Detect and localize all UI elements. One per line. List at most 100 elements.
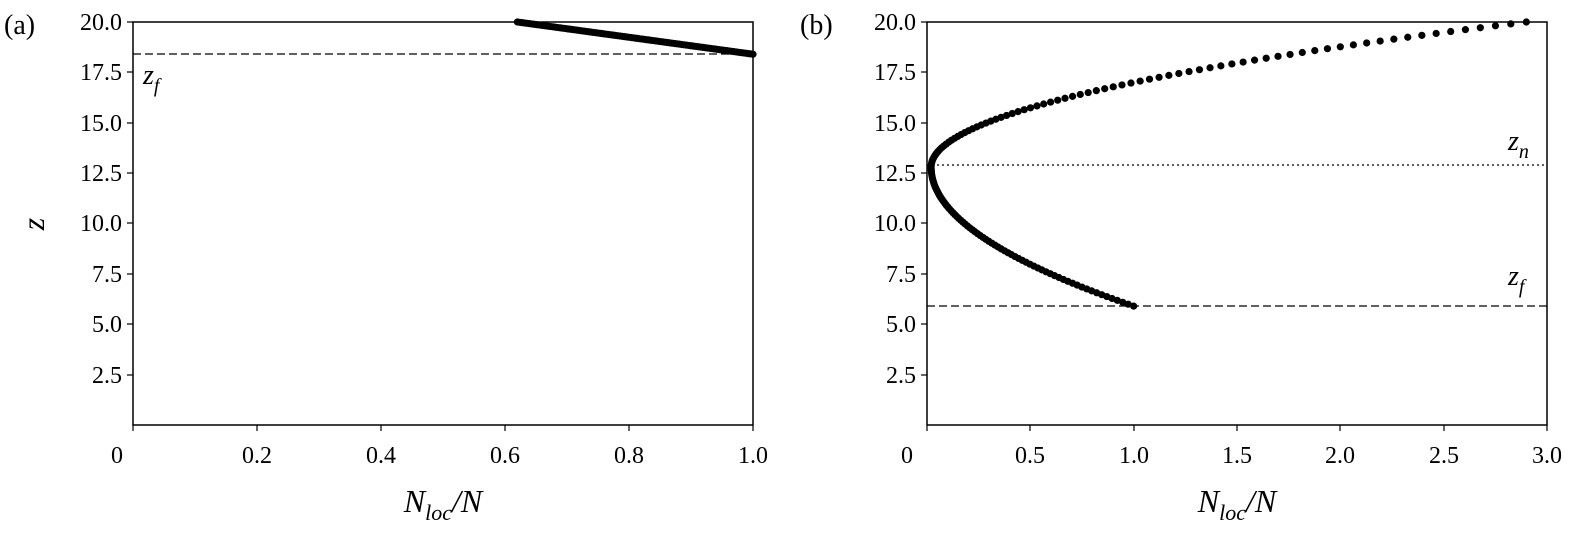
data-point — [1461, 26, 1469, 34]
data-point — [1020, 106, 1028, 114]
panel-a-plot-frame — [132, 21, 754, 426]
panel-b-zf-label: zf — [1507, 261, 1527, 298]
data-point — [1046, 98, 1055, 106]
data-point — [749, 50, 757, 58]
y-tick-label: 20.0 — [80, 10, 122, 36]
data-point — [1206, 64, 1214, 72]
data-point — [1250, 56, 1259, 64]
panel-b-plot-frame — [926, 21, 1548, 426]
panel-a-series — [513, 18, 757, 58]
y-tick-label: 7.5 — [886, 262, 916, 288]
data-point — [1185, 67, 1193, 76]
panel-a: (a) 0 0.2 0.4 0.6 0.8 1.0 2.5 5. — [4, 10, 768, 525]
data-point — [1363, 39, 1371, 47]
data-point — [1068, 92, 1077, 100]
panel-b-x-ticks: 0 0.5 1.0 1.5 2.0 2.5 3.0 — [901, 425, 1562, 469]
y-tick-label: 12.5 — [874, 161, 916, 187]
data-point — [1404, 33, 1412, 41]
panel-b-label: (b) — [800, 10, 833, 41]
data-point — [1002, 111, 1011, 120]
panel-b-x-axis-label: Nloc/N — [1197, 483, 1278, 525]
data-point — [1323, 45, 1332, 53]
panel-a-x-axis-label: Nloc/N — [403, 483, 484, 525]
data-point — [1507, 20, 1515, 28]
panel-a-y-ticks: 2.5 5.0 7.5 10.0 12.5 15.0 17.5 20.0 — [80, 10, 133, 389]
data-point — [1127, 79, 1135, 87]
panel-b-y-ticks: 2.5 5.0 7.5 10.0 12.5 15.0 17.5 20.0 — [874, 10, 927, 389]
data-point — [1136, 77, 1144, 85]
x-tick-label: 0.2 — [242, 443, 272, 469]
panel-b-zn-label: zn — [1507, 126, 1529, 163]
data-point — [1476, 24, 1484, 32]
data-point — [1432, 29, 1440, 38]
y-tick-label: 2.5 — [92, 363, 122, 389]
data-point — [1195, 66, 1204, 74]
data-point — [1274, 52, 1282, 60]
data-point — [1084, 88, 1092, 97]
data-point — [1349, 41, 1357, 49]
data-point — [1130, 302, 1138, 310]
y-tick-label: 5.0 — [92, 312, 122, 338]
panel-b: (b) 0 0.5 1.0 1.5 2.0 2.5 3.0 — [800, 10, 1562, 525]
panel-b-series — [927, 18, 1530, 310]
data-point — [1155, 73, 1163, 81]
data-point — [1390, 35, 1398, 43]
data-point — [1026, 104, 1035, 112]
panel-a-x-ticks: 0 0.2 0.4 0.6 0.8 1.0 — [111, 425, 768, 469]
zf-subscript: f — [1519, 276, 1527, 298]
data-point — [1109, 83, 1117, 91]
y-tick-label: 7.5 — [92, 262, 122, 288]
data-point — [1092, 87, 1100, 95]
data-point — [1061, 94, 1069, 102]
panel-a-label: (a) — [4, 10, 35, 41]
y-tick-label: 17.5 — [80, 60, 122, 86]
data-point — [1298, 48, 1306, 57]
y-tick-label: 15.0 — [874, 111, 916, 137]
y-tick-label: 10.0 — [80, 211, 122, 237]
panel-a-y-axis-label: z — [15, 217, 51, 231]
x-tick-label: 0 — [111, 443, 123, 469]
zf-subscript: f — [154, 75, 162, 97]
data-point — [1101, 85, 1109, 93]
data-point — [1217, 62, 1225, 70]
data-point — [1522, 18, 1530, 26]
data-point — [1054, 96, 1062, 104]
x-tick-label: 0.4 — [366, 443, 396, 469]
x-tick-label: 3.0 — [1532, 443, 1562, 469]
data-point — [1076, 90, 1084, 99]
data-point — [1239, 58, 1247, 66]
data-point — [1228, 60, 1236, 68]
zn-subscript: n — [1519, 141, 1529, 163]
data-point — [1118, 81, 1126, 89]
y-tick-label: 10.0 — [874, 211, 916, 237]
y-tick-label: 20.0 — [874, 10, 916, 36]
x-tick-label: 1.0 — [738, 443, 768, 469]
data-point — [1033, 102, 1041, 110]
x-tick-label: 2.5 — [1429, 443, 1459, 469]
x-tick-label: 1.0 — [1119, 443, 1149, 469]
data-point — [1418, 31, 1426, 39]
y-tick-label: 17.5 — [874, 60, 916, 86]
data-point — [1286, 50, 1294, 59]
y-tick-label: 15.0 — [80, 111, 122, 137]
data-point — [1124, 300, 1132, 308]
x-tick-label: 1.5 — [1222, 443, 1252, 469]
data-point — [1447, 27, 1455, 36]
data-point — [1008, 109, 1016, 118]
data-point — [1262, 54, 1270, 62]
data-point — [1165, 71, 1173, 79]
data-point — [1040, 100, 1048, 108]
y-tick-label: 12.5 — [80, 161, 122, 187]
x-tick-label: 0.5 — [1015, 443, 1045, 469]
y-tick-label: 2.5 — [886, 363, 916, 389]
data-point — [1014, 108, 1022, 116]
data-point — [1336, 43, 1344, 51]
x-tick-label: 2.0 — [1325, 443, 1355, 469]
data-point — [1145, 75, 1154, 83]
data-point — [1311, 47, 1319, 55]
x-tick-label: 0.8 — [614, 443, 644, 469]
data-point — [1175, 69, 1183, 78]
x-tick-label: 0.6 — [490, 443, 520, 469]
data-point — [1376, 37, 1384, 45]
